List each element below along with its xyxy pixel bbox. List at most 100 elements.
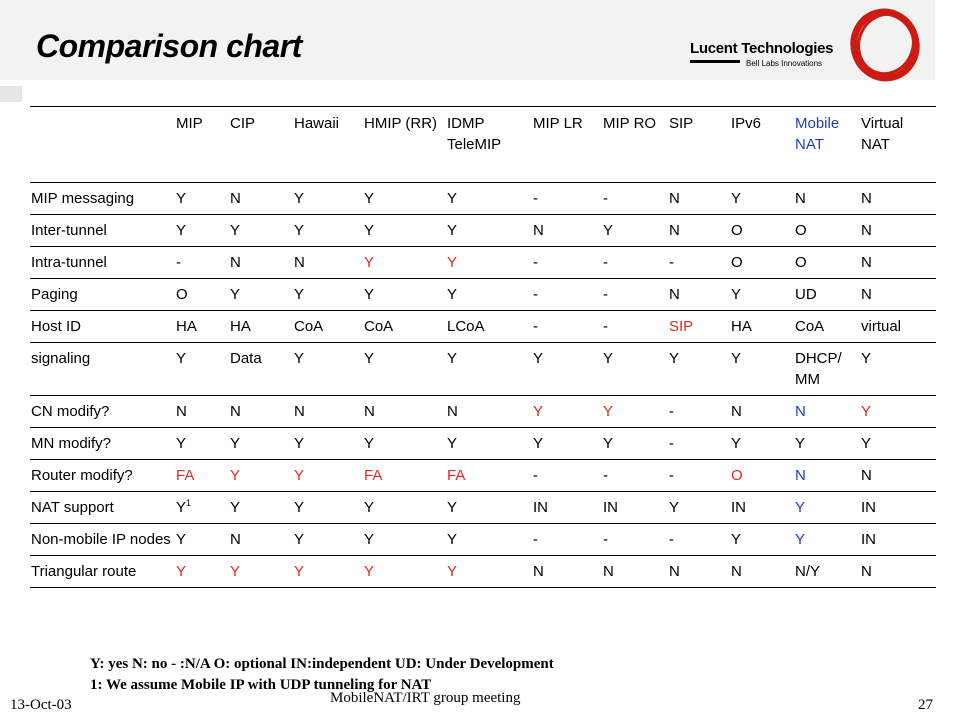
table-cell: O [175, 278, 229, 311]
table-cell: N [860, 246, 936, 279]
table-row: Triangular route Y Y Y Y Y N N N N N/Y N [30, 555, 936, 588]
table-cell: Y [602, 342, 668, 396]
table-cell: Y [175, 427, 229, 460]
table-cell: - [532, 182, 602, 215]
table-cell: Y [532, 395, 602, 428]
row-label: MN modify? [30, 427, 175, 460]
table-cell: HA [229, 310, 293, 343]
legend: Y: yes N: no - :N/A O: optional IN:indep… [90, 654, 554, 696]
table-cell: N [363, 395, 446, 428]
table-cell: Y [446, 246, 532, 279]
table-cell: Y [532, 427, 602, 460]
table-row: Host ID HA HA CoA CoA LCoA - - SIP HA Co… [30, 310, 936, 343]
table-cell: Y [446, 342, 532, 396]
table-cell: N [602, 555, 668, 588]
cell-value: Y [176, 499, 187, 516]
table-cell: - [532, 278, 602, 311]
table-row: Inter-tunnel Y Y Y Y Y N Y N O O N [30, 214, 936, 247]
table-cell: N [229, 182, 293, 215]
comparison-table: MIP CIP Hawaii HMIP (RR) IDMP TeleMIP MI… [30, 106, 936, 588]
table-cell: Y [730, 523, 794, 556]
table-row: Paging O Y Y Y Y - - N Y UD N [30, 278, 936, 311]
table-cell: N [860, 459, 936, 492]
page-number: 27 [918, 697, 933, 713]
table-cell: Y [293, 523, 363, 556]
table-cell: Y [363, 342, 446, 396]
column-header: MIP RO [602, 106, 668, 183]
table-cell: IN [860, 523, 936, 556]
table-cell: N [794, 395, 860, 428]
logo-name: Lucent Technologies [690, 40, 834, 57]
column-header: Mobile NAT [794, 106, 860, 183]
logo-bar [690, 60, 740, 63]
footer-date: 13-Oct-03 [10, 697, 72, 713]
table-row: Router modify? FA Y Y FA FA - - - O N N [30, 459, 936, 492]
column-header: MIP [175, 106, 229, 183]
table-cell: IN [730, 491, 794, 524]
table-cell: IN [602, 491, 668, 524]
row-label: Intra-tunnel [30, 246, 175, 279]
table-cell: Y [293, 278, 363, 311]
table-row: Intra-tunnel - N N Y Y - - - O O N [30, 246, 936, 279]
table-cell: CoA [363, 310, 446, 343]
table-cell: - [602, 459, 668, 492]
column-header: MIP LR [532, 106, 602, 183]
table-cell: IN [532, 491, 602, 524]
table-cell: N [860, 214, 936, 247]
table-cell: O [730, 459, 794, 492]
table-cell: - [532, 459, 602, 492]
table-cell: N [229, 246, 293, 279]
table-row: signaling Y Data Y Y Y Y Y Y Y DHCP/ MM … [30, 342, 936, 396]
column-header: IPv6 [730, 106, 794, 183]
table-cell: Y [175, 342, 229, 396]
table-cell: N [293, 246, 363, 279]
table-cell: N/Y [794, 555, 860, 588]
table-cell: N [730, 395, 794, 428]
table-cell: Y [293, 427, 363, 460]
column-header: SIP [668, 106, 730, 183]
table-cell: Y [363, 214, 446, 247]
table-cell: Y [794, 523, 860, 556]
title-underline [0, 86, 22, 102]
table-cell: Y [363, 491, 446, 524]
row-label: Paging [30, 278, 175, 311]
table-cell: DHCP/ MM [794, 342, 860, 396]
table-cell: SIP [668, 310, 730, 343]
table-cell: Y [229, 459, 293, 492]
table-cell: Y [602, 214, 668, 247]
table-cell: Y [860, 427, 936, 460]
table-cell: Y [446, 491, 532, 524]
table-cell: N [532, 555, 602, 588]
table-cell: Y [363, 182, 446, 215]
table-cell: O [794, 214, 860, 247]
table-cell: - [602, 246, 668, 279]
table-cell: N [446, 395, 532, 428]
table-cell: Y [175, 182, 229, 215]
column-header: CIP [229, 106, 293, 183]
table-cell: N [668, 214, 730, 247]
table-cell: Y [175, 214, 229, 247]
table-cell: N [229, 523, 293, 556]
table-row: MIP messaging Y N Y Y Y - - N Y N N [30, 182, 936, 215]
table-cell: - [668, 246, 730, 279]
table-cell: CoA [794, 310, 860, 343]
table-cell: N [860, 555, 936, 588]
table-cell: Y [175, 523, 229, 556]
row-label: Router modify? [30, 459, 175, 492]
row-label: Inter-tunnel [30, 214, 175, 247]
table-cell: Y [794, 491, 860, 524]
row-label: signaling [30, 342, 175, 396]
slide-title: Comparison chart [36, 28, 302, 64]
table-cell: N [532, 214, 602, 247]
row-label: Non-mobile IP nodes [30, 523, 175, 556]
table-cell: LCoA [446, 310, 532, 343]
column-header: Hawaii [293, 106, 363, 183]
header-band [0, 0, 935, 80]
logo-sub: Bell Labs Innovations [746, 59, 823, 68]
table-cell: Y [602, 427, 668, 460]
table-cell: FA [175, 459, 229, 492]
table-header-row: MIP CIP Hawaii HMIP (RR) IDMP TeleMIP MI… [30, 106, 936, 183]
table-cell: - [532, 523, 602, 556]
table-cell: O [730, 246, 794, 279]
row-label: Triangular route [30, 555, 175, 588]
